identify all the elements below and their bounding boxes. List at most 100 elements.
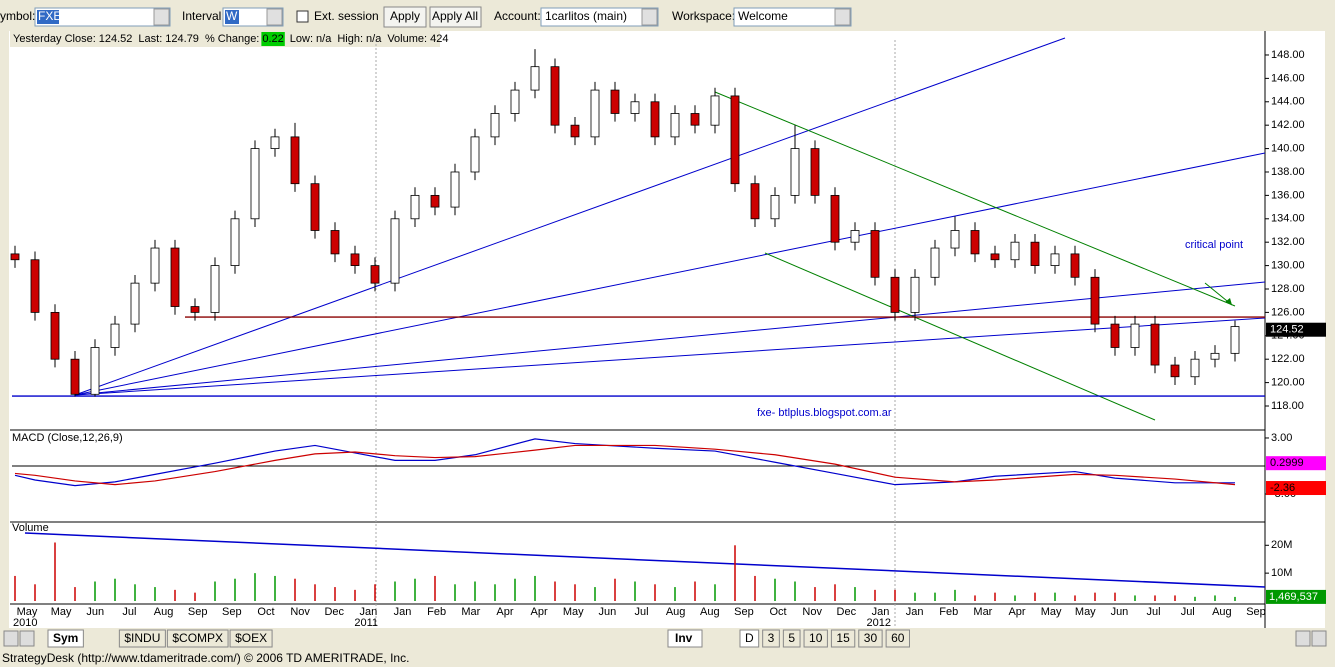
- interval-tab[interactable]: [762, 629, 780, 648]
- candle-body: [690, 113, 700, 126]
- candle-body: [1030, 241, 1040, 266]
- apply-button[interactable]: [383, 6, 427, 28]
- info-value: n/a: [366, 33, 382, 45]
- macd-line: [14, 438, 1235, 487]
- info-label: % Change:: [205, 33, 259, 45]
- interval-tab[interactable]: [830, 629, 856, 648]
- x-tick-label: Jul: [634, 606, 648, 618]
- candle-body: [1070, 253, 1080, 278]
- candle-body: [590, 89, 600, 138]
- candle-body: [530, 66, 540, 91]
- candle-body: [1130, 323, 1140, 348]
- candle-body: [1150, 323, 1160, 366]
- nav-button[interactable]: [1295, 630, 1311, 647]
- workspace-box[interactable]: [733, 7, 852, 27]
- candle-body: [930, 247, 940, 278]
- tab-label: Inv: [675, 631, 693, 645]
- candle-body: [270, 136, 280, 149]
- x-tick-label: Jan: [360, 606, 378, 618]
- checkbox[interactable]: [296, 10, 309, 23]
- candle-body: [790, 148, 800, 196]
- y-tick-label: 126.00: [1271, 306, 1305, 318]
- y-tick-label: 138.00: [1271, 166, 1305, 178]
- candle-body: [750, 183, 760, 220]
- candle-body: [570, 124, 580, 138]
- interval-tab[interactable]: [885, 629, 910, 648]
- interval-tab[interactable]: [782, 629, 801, 648]
- candle-body: [1090, 276, 1100, 325]
- candle-body: [290, 136, 300, 185]
- dropdown-button[interactable]: [641, 8, 658, 26]
- interval-tab[interactable]: [739, 629, 760, 648]
- side-toolbar: [0, 31, 9, 628]
- last-price-label: 124.52: [1270, 324, 1304, 336]
- x-tick-label: Aug: [1212, 606, 1232, 618]
- value-box: [1266, 456, 1326, 471]
- channel-line: [714, 91, 1236, 307]
- tab[interactable]: [229, 629, 273, 648]
- apply-text: Apply: [390, 9, 420, 23]
- candle-body: [250, 148, 260, 220]
- value-box-label: -2.36: [1270, 482, 1295, 494]
- info-value: 124.79: [165, 33, 199, 45]
- interval-label: 15: [836, 631, 850, 645]
- candle-body: [630, 101, 640, 114]
- x-tick-label: Jun: [598, 606, 616, 618]
- candle-body: [230, 218, 240, 266]
- symbol-highlight: [37, 10, 59, 24]
- nav-button[interactable]: [1311, 630, 1327, 647]
- x-tick-label: Aug: [700, 606, 720, 618]
- candle-body: [1110, 323, 1120, 348]
- macd-line: [14, 444, 1236, 486]
- symbol-value: FXE: [38, 9, 61, 23]
- dropdown-button[interactable]: [153, 8, 170, 26]
- candle-body: [110, 323, 120, 348]
- nav-button[interactable]: [3, 630, 19, 647]
- interval-tab[interactable]: [858, 629, 883, 648]
- candle-body: [370, 265, 380, 284]
- dropdown-button[interactable]: [266, 8, 283, 26]
- tab[interactable]: [166, 629, 229, 648]
- candle-body: [550, 66, 560, 126]
- candle-body: [890, 276, 900, 313]
- x-tick-label: May: [563, 606, 584, 618]
- x-tick-label: Apr: [1008, 606, 1025, 618]
- info-label: Last:: [138, 33, 162, 45]
- candle-body: [350, 253, 360, 266]
- interval-label: Interval:: [182, 9, 225, 23]
- x-tick-label: May: [17, 606, 38, 618]
- x-tick-label: Mar: [973, 606, 992, 618]
- ext-session-label: Ext. session: [314, 9, 379, 23]
- x-tick-label: Dec: [837, 606, 857, 618]
- value-box-label: 0.2999: [1270, 457, 1304, 469]
- tab[interactable]: [118, 629, 166, 648]
- tab[interactable]: [667, 629, 703, 648]
- account-box[interactable]: [540, 7, 659, 27]
- candle-body: [970, 230, 980, 255]
- info-value: 424: [430, 33, 448, 45]
- candle-body: [770, 194, 780, 220]
- info-label: High:: [337, 33, 363, 45]
- candle-body: [650, 101, 660, 138]
- candle-body: [10, 253, 20, 261]
- arrow-head: [1225, 298, 1232, 305]
- x-tick-label: Sep: [222, 606, 242, 618]
- x-tick-label: Jul: [1181, 606, 1195, 618]
- interval-tab[interactable]: [803, 629, 828, 648]
- tab-label: $INDU: [124, 631, 160, 645]
- nav-button[interactable]: [19, 630, 35, 647]
- apply-all-button[interactable]: [429, 6, 482, 28]
- x-tick-label: Jun: [1111, 606, 1129, 618]
- symbol-box[interactable]: [34, 7, 171, 27]
- interval-label: 5: [788, 631, 795, 645]
- info-bar: [10, 31, 440, 47]
- interval-label: D: [745, 631, 754, 645]
- tab[interactable]: [47, 629, 84, 648]
- candle-body: [830, 194, 840, 243]
- info-value: 0.22: [262, 33, 283, 45]
- dropdown-button[interactable]: [834, 8, 851, 26]
- info-label: Volume:: [387, 33, 427, 45]
- volume-trend-line: [24, 532, 1266, 588]
- x-tick-label: Jan: [906, 606, 924, 618]
- x-tick-label: Aug: [154, 606, 174, 618]
